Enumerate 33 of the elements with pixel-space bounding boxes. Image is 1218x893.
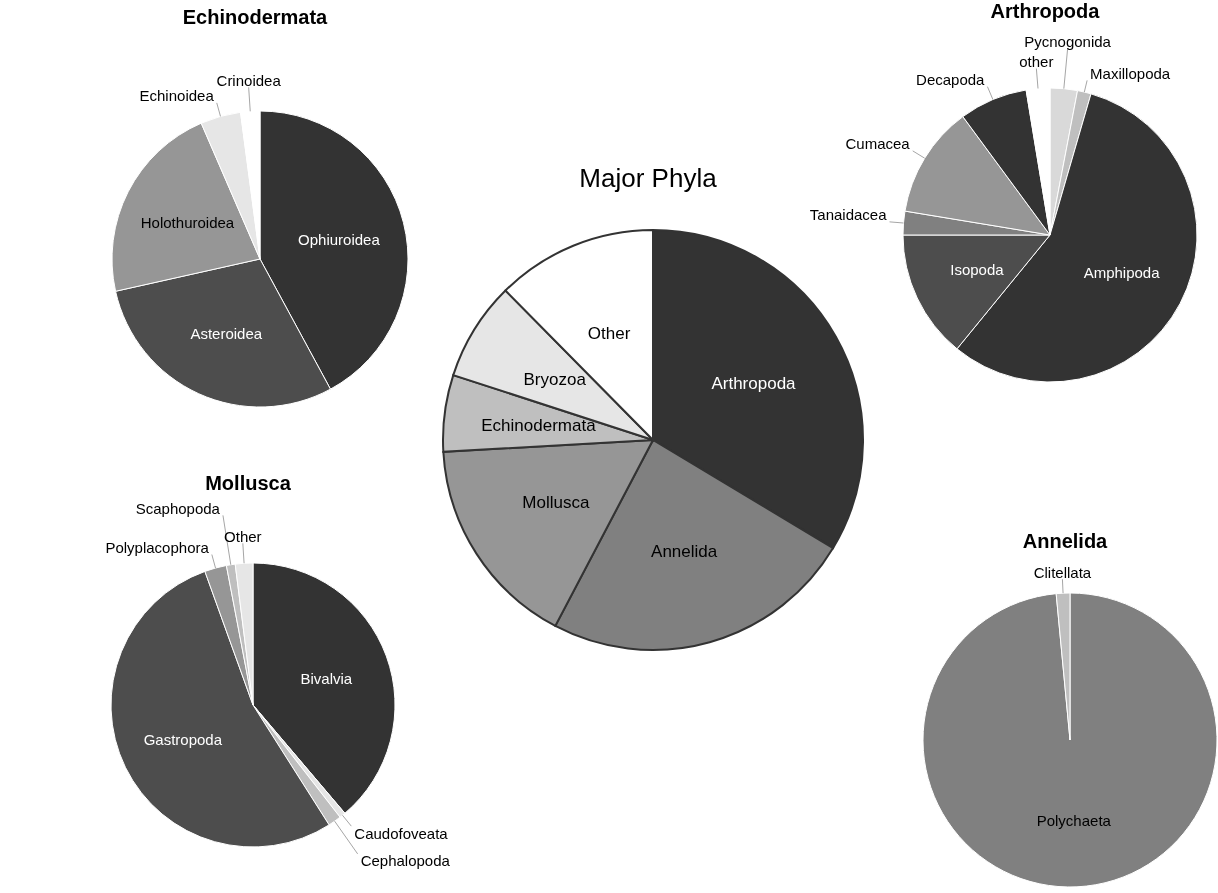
slice-label: Ophiuroidea: [298, 230, 381, 248]
slice-label: other: [1019, 53, 1054, 71]
slice-label: Tanaidacea: [809, 206, 888, 224]
slice-label: Arthropoda: [711, 373, 797, 393]
slice-label: Mollusca: [522, 493, 590, 512]
slice-label: Annelida: [651, 541, 718, 561]
slice-label: Polyplacophora: [105, 539, 210, 557]
slice-label: Other: [587, 323, 631, 343]
slice-label: Scaphopoda: [135, 499, 221, 517]
slice-label: Maxillopoda: [1090, 64, 1171, 82]
chart-title: Arthropoda: [989, 0, 1101, 23]
slice-label: Pycnogonida: [1024, 33, 1112, 51]
slice-label: Echinodermata: [481, 415, 597, 435]
slice-label: Clitellata: [1033, 563, 1092, 581]
slice-label: Bivalvia: [300, 669, 353, 687]
slice-label: Caudofoveata: [354, 824, 449, 842]
slice-label: Amphipoda: [1083, 264, 1161, 282]
slice-label: Isopoda: [950, 261, 1005, 279]
slice-label: Other: [224, 527, 262, 545]
slice-label: Decapoda: [916, 71, 986, 89]
chart-title: Annelida: [1021, 530, 1109, 553]
chart-title: Echinodermata: [181, 6, 329, 29]
slice-label: Cumacea: [845, 135, 911, 153]
slice-label: Cephalopoda: [360, 852, 451, 870]
slice-label: Holothuroidea: [140, 213, 235, 231]
slice-label: Echinoidea: [139, 87, 215, 105]
slice-label: Crinoidea: [216, 71, 282, 89]
chart-title: Mollusca: [204, 472, 292, 495]
slice-label: Gastropoda: [143, 730, 223, 748]
slice-label: Polychaeta: [1036, 812, 1112, 830]
chart-title: Major Phyla: [578, 163, 718, 194]
slice-label: Asteroidea: [190, 324, 263, 342]
slice-label: Bryozoa: [523, 369, 587, 389]
